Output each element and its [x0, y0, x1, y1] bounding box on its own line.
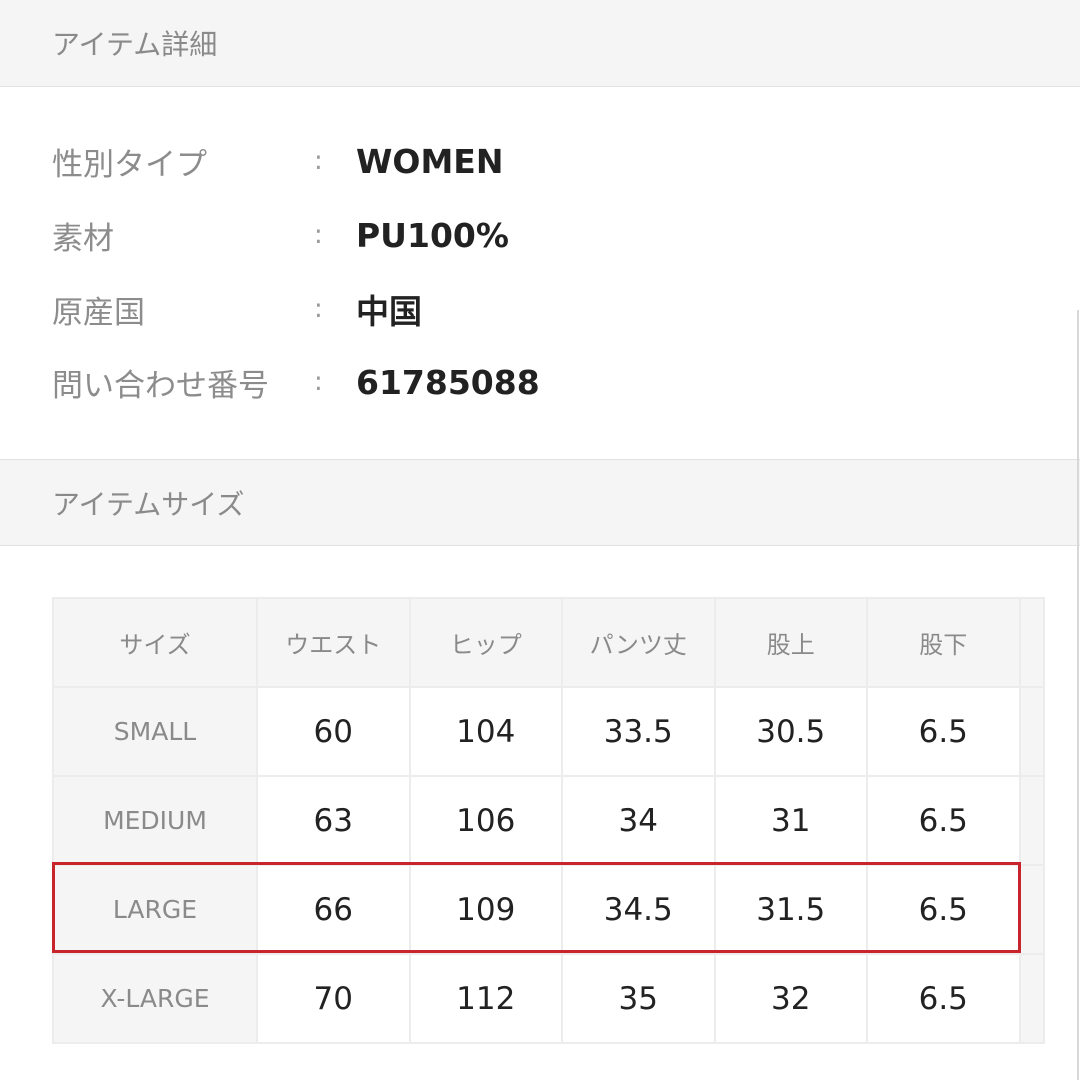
overflow-cell — [1018, 953, 1045, 1044]
detail-value: 61785088 — [356, 362, 540, 402]
column-header: ウエスト — [256, 597, 411, 688]
measurement-cell: 66 — [256, 864, 411, 955]
item-details-header: アイテム詳細 — [0, 0, 1080, 87]
measurement-cell: 35 — [561, 953, 716, 1044]
measurement-cell: 104 — [408, 686, 563, 777]
measurement-cell: 6.5 — [866, 953, 1021, 1044]
detail-label: 問い合わせ番号 — [52, 367, 269, 404]
table-row: SMALL 60 104 33.5 30.5 6.5 — [52, 686, 1045, 777]
detail-separator: : — [314, 146, 323, 176]
scrollbar[interactable] — [1077, 310, 1079, 1080]
size-label: SMALL — [52, 686, 258, 777]
overflow-cell — [1018, 686, 1045, 777]
item-size-title: アイテムサイズ — [52, 487, 245, 521]
measurement-cell: 33.5 — [561, 686, 716, 777]
table-row: MEDIUM 63 106 34 31 6.5 — [52, 775, 1045, 866]
item-size-header: アイテムサイズ — [0, 459, 1080, 546]
size-label: LARGE — [52, 864, 258, 955]
table-row: X-LARGE 70 112 35 32 6.5 — [52, 953, 1045, 1044]
detail-row-gender: 性別タイプ: WOMEN — [52, 136, 503, 186]
measurement-cell: 31 — [713, 775, 868, 866]
detail-separator: : — [314, 367, 323, 397]
measurement-cell: 6.5 — [866, 864, 1021, 955]
measurement-cell: 32 — [713, 953, 868, 1044]
measurement-cell: 106 — [408, 775, 563, 866]
column-header: パンツ丈 — [561, 597, 716, 688]
overflow-column — [1018, 597, 1045, 688]
overflow-cell — [1018, 775, 1045, 866]
column-header: サイズ — [52, 597, 258, 688]
detail-separator: : — [314, 294, 323, 324]
measurement-cell: 109 — [408, 864, 563, 955]
measurement-cell: 6.5 — [866, 686, 1021, 777]
detail-value: PU100% — [356, 215, 509, 255]
detail-value: 中国 — [356, 292, 422, 331]
measurement-cell: 60 — [256, 686, 411, 777]
measurement-cell: 63 — [256, 775, 411, 866]
size-label: X-LARGE — [52, 953, 258, 1044]
size-table: サイズ ウエスト ヒップ パンツ丈 股上 股下 SMALL 60 104 33.5 30… — [52, 597, 1045, 1044]
column-header: 股上 — [713, 597, 868, 688]
detail-value: WOMEN — [356, 141, 504, 181]
detail-label: 原産国 — [52, 294, 145, 331]
overflow-cell — [1018, 864, 1045, 955]
measurement-cell: 112 — [408, 953, 563, 1044]
measurement-cell: 34.5 — [561, 864, 716, 955]
detail-row-origin: 原産国: 中国 — [52, 284, 422, 334]
column-header: ヒップ — [408, 597, 563, 688]
table-row: LARGE 66 109 34.5 31.5 6.5 — [52, 864, 1045, 955]
measurement-cell: 34 — [561, 775, 716, 866]
measurement-cell: 31.5 — [713, 864, 868, 955]
detail-label: 性別タイプ — [52, 146, 207, 183]
table-header-row: サイズ ウエスト ヒップ パンツ丈 股上 股下 — [52, 597, 1045, 688]
detail-label: 素材 — [52, 220, 114, 257]
column-header: 股下 — [866, 597, 1021, 688]
measurement-cell: 6.5 — [866, 775, 1021, 866]
measurement-cell: 70 — [256, 953, 411, 1044]
detail-row-inquiry-number: 問い合わせ番号: 61785088 — [52, 357, 540, 407]
item-details-title: アイテム詳細 — [52, 28, 218, 61]
detail-row-material: 素材: PU100% — [52, 210, 509, 260]
highlight-box — [52, 862, 1021, 953]
detail-separator: : — [314, 220, 323, 250]
size-label: MEDIUM — [52, 775, 258, 866]
measurement-cell: 30.5 — [713, 686, 868, 777]
